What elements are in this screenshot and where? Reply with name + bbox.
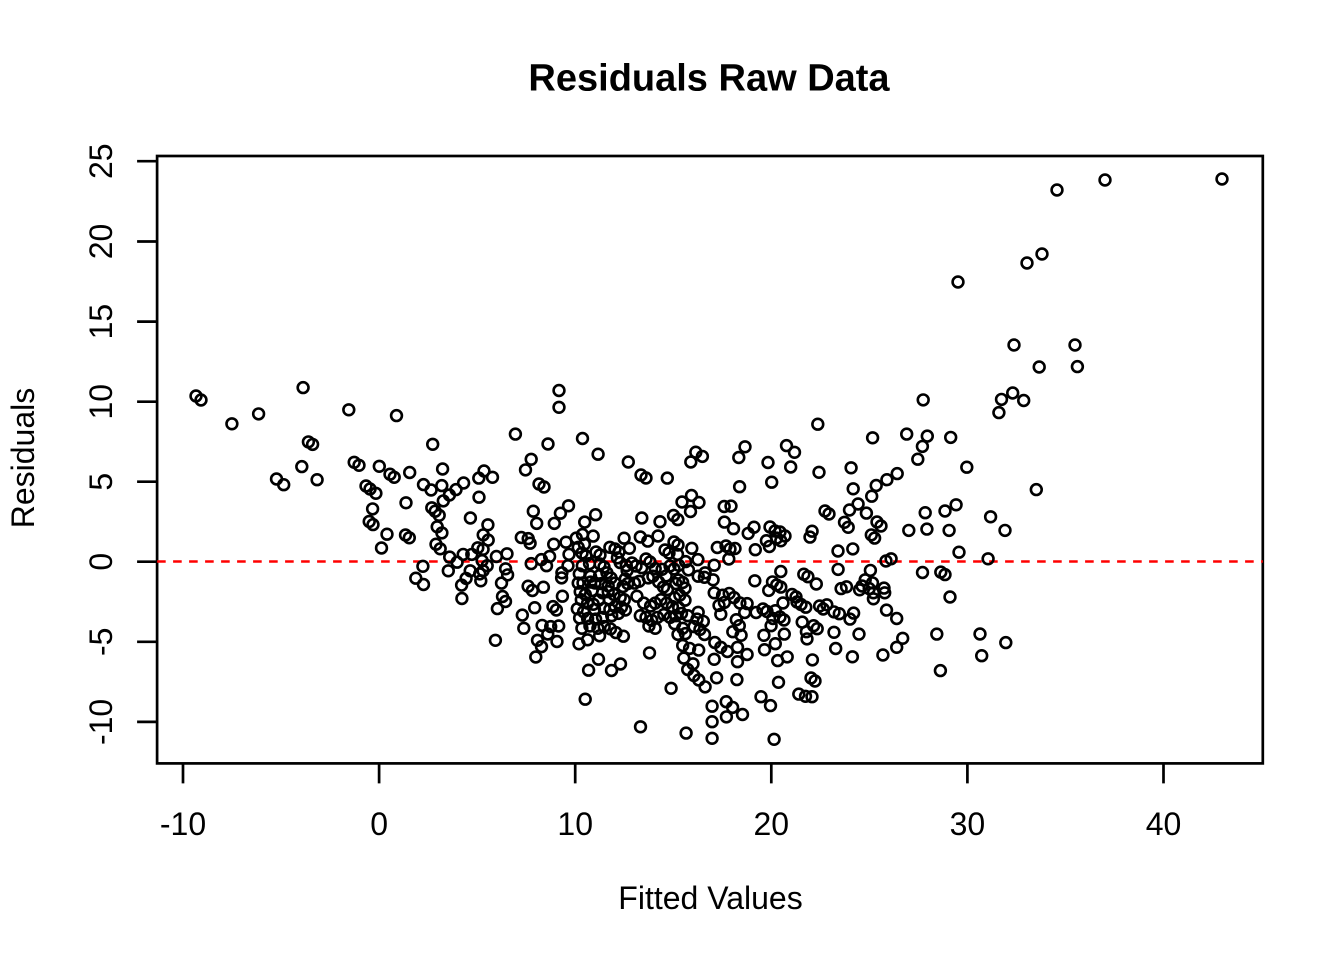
svg-text:-10: -10 bbox=[83, 699, 119, 745]
svg-text:30: 30 bbox=[950, 806, 986, 842]
svg-text:40: 40 bbox=[1146, 806, 1182, 842]
svg-text:Residuals: Residuals bbox=[5, 388, 41, 529]
svg-text:10: 10 bbox=[83, 384, 119, 420]
svg-text:20: 20 bbox=[83, 224, 119, 260]
svg-text:Residuals Raw Data: Residuals Raw Data bbox=[528, 58, 890, 100]
svg-text:10: 10 bbox=[557, 806, 593, 842]
svg-text:Fitted Values: Fitted Values bbox=[618, 880, 802, 916]
svg-text:25: 25 bbox=[83, 143, 119, 179]
svg-text:0: 0 bbox=[370, 806, 388, 842]
svg-text:-5: -5 bbox=[83, 628, 119, 656]
svg-text:20: 20 bbox=[754, 806, 790, 842]
svg-text:-10: -10 bbox=[160, 806, 206, 842]
svg-text:0: 0 bbox=[83, 553, 119, 571]
svg-text:15: 15 bbox=[83, 304, 119, 340]
svg-text:5: 5 bbox=[83, 473, 119, 491]
